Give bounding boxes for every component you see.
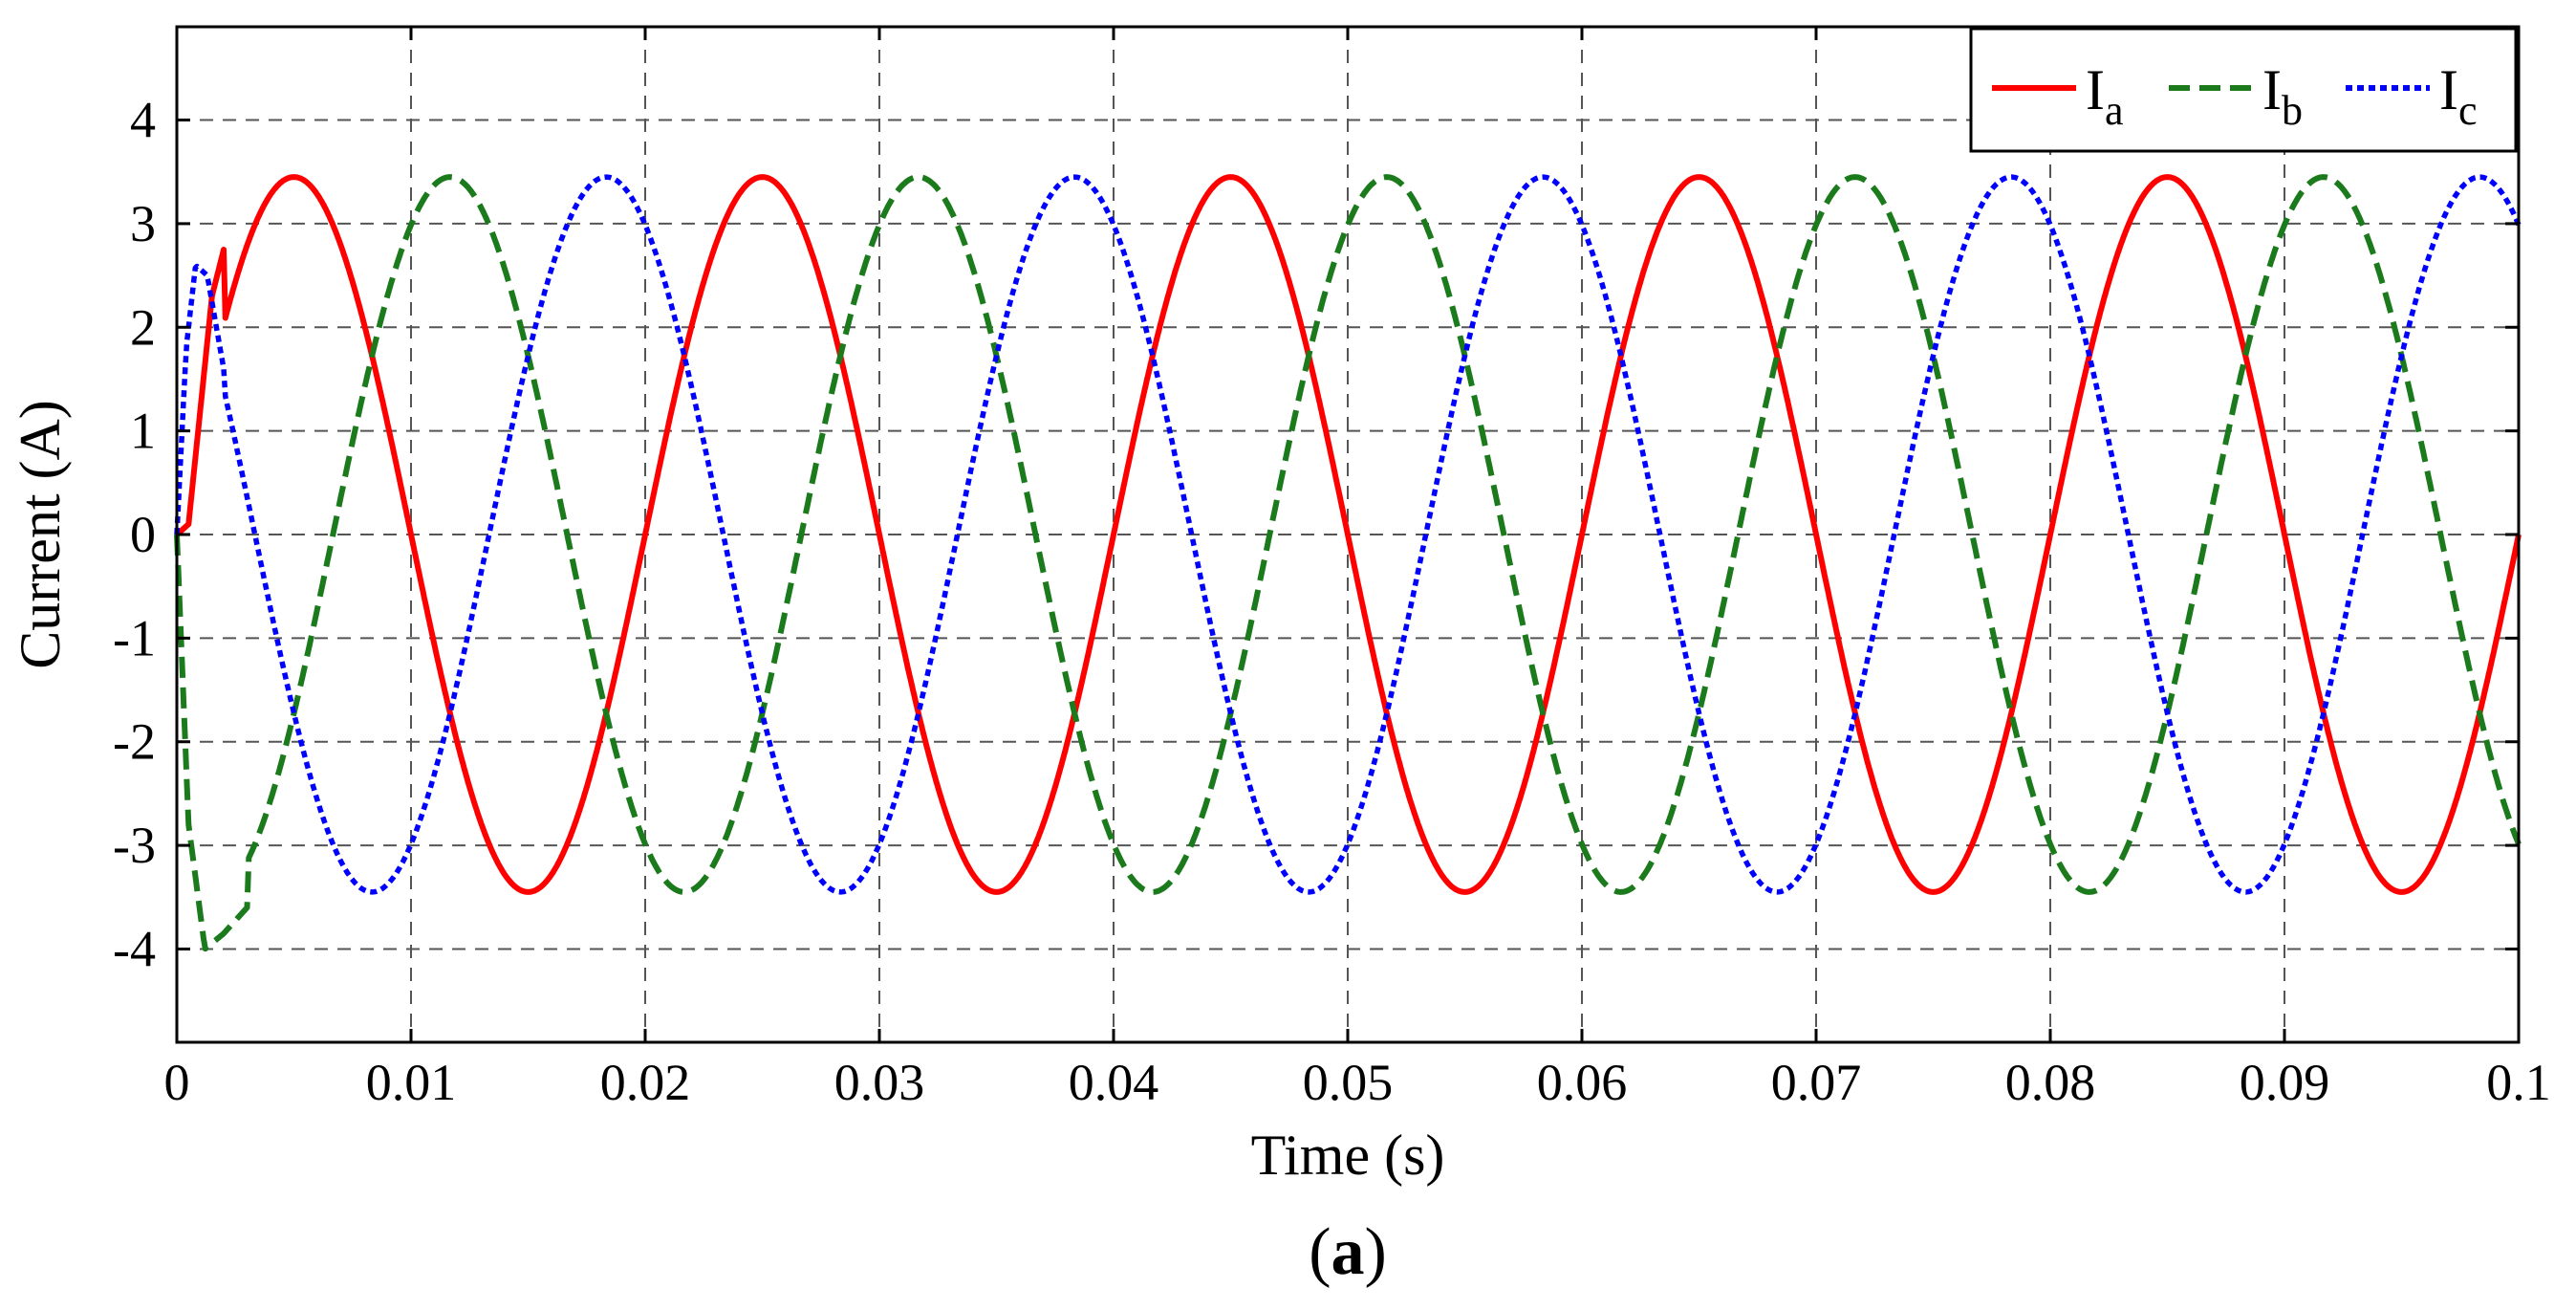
series-line-b — [174, 174, 2522, 952]
x-tick-label: 0.1 — [2486, 1054, 2551, 1111]
y-tick-label: 1 — [130, 403, 156, 460]
tick-labels: 0 0.01 0.02 0.03 0.04 0.05 0.06 0.07 0.08 0.09 0.1… — [113, 92, 2551, 1111]
y-tick-label: -2 — [113, 713, 156, 771]
x-tick-label: 0.07 — [1771, 1054, 1862, 1111]
x-tick-label: 0.05 — [1303, 1054, 1394, 1111]
legend-label-a: Ia — [2086, 58, 2124, 134]
x-axis-label: Time (s) — [1251, 1124, 1445, 1187]
y-tick-label: 2 — [130, 298, 156, 356]
y-tick-label: -3 — [113, 817, 156, 874]
y-tick-label: -4 — [113, 920, 156, 977]
caption-open: ( — [1309, 1215, 1331, 1289]
legend-label-b: Ib — [2262, 58, 2303, 134]
y-tick-label: 4 — [130, 92, 156, 149]
y-tick-label: 3 — [130, 195, 156, 252]
y-tick-label: -1 — [113, 609, 156, 666]
legend: Ia Ib Ic — [1969, 27, 2518, 153]
series-line-a — [175, 174, 2522, 895]
x-tick-label: 0.08 — [2005, 1054, 2096, 1111]
x-tick-label: 0.06 — [1537, 1054, 1628, 1111]
y-tick-label: 0 — [130, 506, 156, 563]
figure-caption: (a) — [1309, 1215, 1387, 1289]
x-tick-label: 0.09 — [2240, 1054, 2330, 1111]
caption-letter: a — [1331, 1215, 1365, 1289]
x-tick-label: 0.02 — [600, 1054, 691, 1111]
x-tick-label: 0 — [164, 1054, 190, 1111]
y-axis-label: Current (A) — [9, 400, 72, 669]
x-tick-label: 0.01 — [366, 1054, 457, 1111]
x-tick-label: 0.03 — [834, 1054, 925, 1111]
series-line-c — [174, 174, 2522, 895]
legend-label-c: Ic — [2439, 58, 2478, 134]
caption-close: ) — [1365, 1215, 1387, 1289]
x-tick-label: 0.04 — [1069, 1054, 1159, 1111]
series-lines — [174, 174, 2522, 952]
